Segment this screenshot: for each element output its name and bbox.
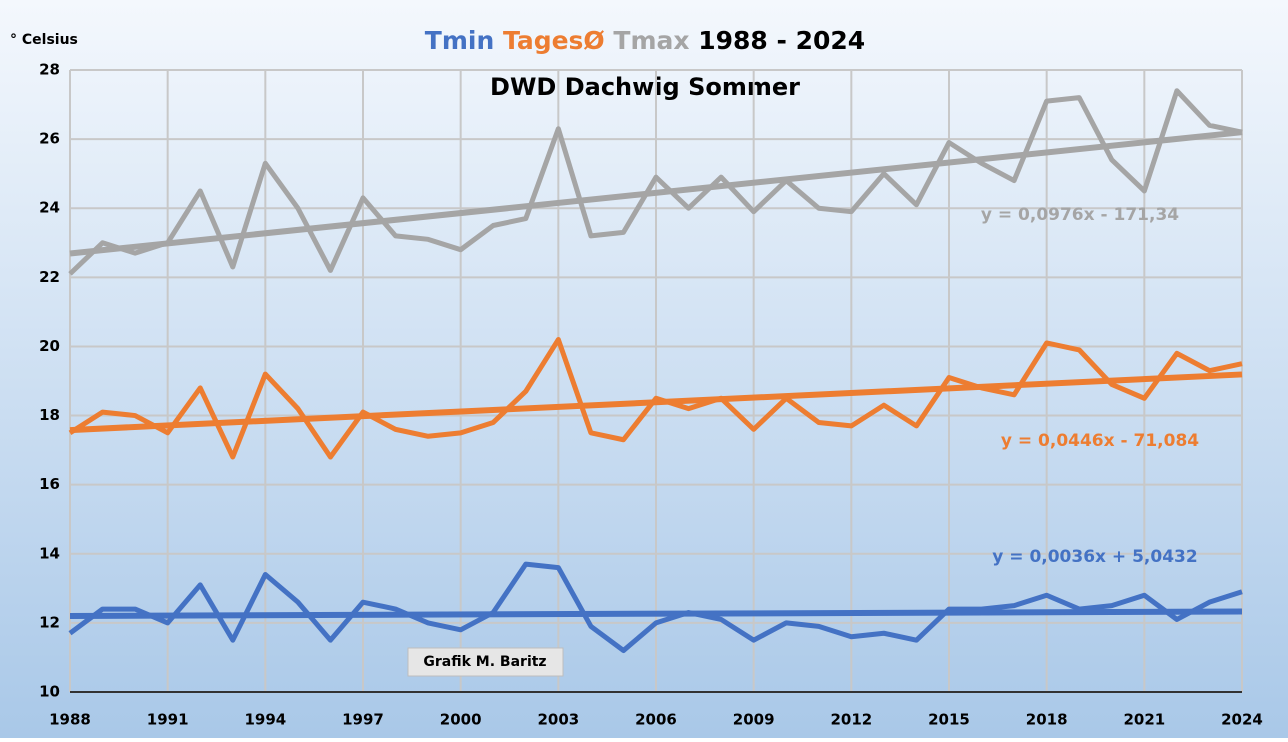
trend-equation: y = 0,0446x - 71,084 bbox=[1001, 431, 1199, 451]
x-tick-label: 2006 bbox=[635, 711, 677, 729]
x-tick-label: 2012 bbox=[830, 711, 872, 729]
x-tick-label: 2000 bbox=[440, 711, 482, 729]
y-tick-label: 10 bbox=[39, 683, 60, 701]
y-tick-label: 18 bbox=[39, 406, 60, 424]
trend-line bbox=[69, 129, 1243, 257]
x-tick-label: 2003 bbox=[537, 711, 579, 729]
trend-equation: y = 0,0976x - 171,34 bbox=[981, 205, 1179, 225]
y-tick-label: 12 bbox=[39, 613, 60, 631]
annotation: Grafik M. Baritz bbox=[423, 654, 546, 670]
legend-entry: Tmax bbox=[613, 26, 689, 55]
x-tick-label: 2021 bbox=[1123, 711, 1165, 729]
chart-subtitle: DWD Dachwig Sommer bbox=[490, 73, 800, 101]
series-line bbox=[68, 337, 1243, 460]
x-tick-label: 2009 bbox=[733, 711, 775, 729]
x-tick-label: 2024 bbox=[1221, 711, 1263, 729]
series-line bbox=[68, 88, 1243, 276]
y-tick-label: 28 bbox=[39, 61, 60, 79]
y-tick-label: 26 bbox=[39, 130, 60, 148]
x-tick-label: 1994 bbox=[244, 711, 286, 729]
x-tick-label: 2015 bbox=[928, 711, 970, 729]
x-tick-label: 1997 bbox=[342, 711, 384, 729]
y-tick-label: 22 bbox=[39, 268, 60, 286]
y-axis-label: ° Celsius bbox=[10, 32, 78, 48]
trend-equation: y = 0,0036x + 5,0432 bbox=[992, 547, 1197, 567]
x-tick-label: 1988 bbox=[49, 711, 91, 729]
chart-title: Tmin TagesØ Tmax 1988 - 2024 bbox=[425, 26, 865, 55]
y-tick-label: 14 bbox=[39, 544, 60, 562]
x-tick-label: 1991 bbox=[147, 711, 189, 729]
legend-entry: Tmin bbox=[425, 26, 494, 55]
legend-entry: TagesØ bbox=[503, 26, 605, 55]
y-tick-label: 16 bbox=[39, 475, 60, 493]
annotation-box bbox=[407, 647, 564, 677]
trend-line bbox=[69, 371, 1243, 434]
series-line bbox=[68, 561, 1243, 654]
chart-title-text: 1988 - 2024 bbox=[698, 26, 865, 55]
y-tick-label: 20 bbox=[39, 337, 60, 355]
trend-line bbox=[69, 608, 1243, 619]
y-tick-label: 24 bbox=[39, 199, 60, 217]
x-tick-label: 2018 bbox=[1026, 711, 1068, 729]
